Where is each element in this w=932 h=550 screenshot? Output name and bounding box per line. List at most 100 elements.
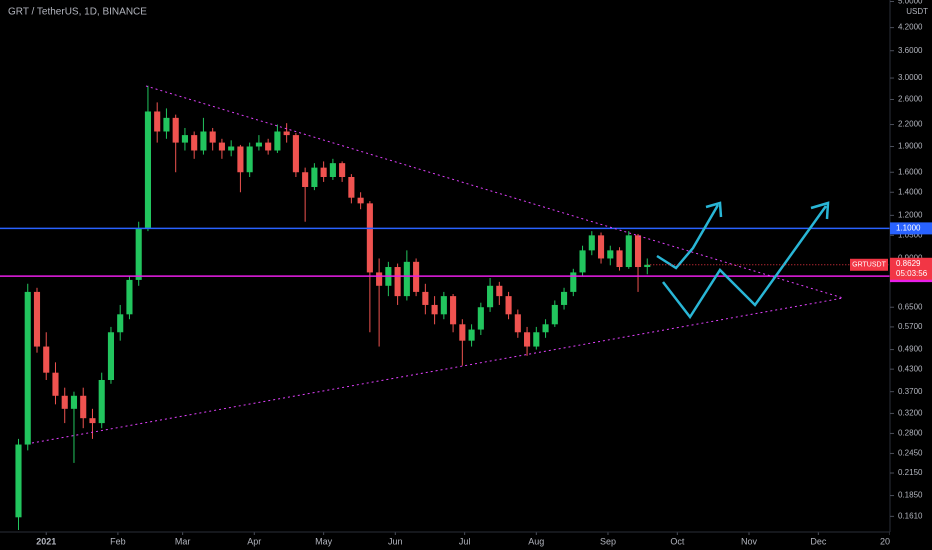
candle-body — [228, 146, 235, 151]
candle-body — [440, 296, 447, 315]
candle-body — [98, 379, 105, 424]
y-tick-label: 0.3200 — [898, 409, 923, 418]
x-tick-label: Oct — [670, 536, 685, 546]
y-tick-label: 0.3700 — [898, 387, 923, 396]
projection-arrow — [656, 204, 720, 270]
x-tick-label: Mar — [175, 536, 191, 546]
candle-body — [588, 235, 595, 251]
y-tick-label: 0.1850 — [898, 491, 923, 500]
y-tick-label: 3.6000 — [898, 46, 923, 55]
candle-body — [246, 146, 253, 173]
candle-body — [302, 172, 309, 187]
candle-body — [514, 314, 521, 333]
candle-body — [33, 291, 41, 347]
y-tick-label: 0.6500 — [898, 302, 923, 311]
y-tick-label: 1.9000 — [898, 142, 923, 151]
y-tick-label: 0.4300 — [898, 364, 923, 373]
candle-body — [597, 235, 605, 259]
y-tick-label: 0.2800 — [898, 429, 923, 438]
candle-body — [634, 235, 642, 268]
y-tick-label: 0.1610 — [898, 511, 923, 520]
y-tick-label: 1.4000 — [898, 187, 923, 196]
candle-body — [255, 142, 262, 147]
candle-body — [43, 346, 50, 373]
x-tick-label: Jun — [388, 536, 403, 546]
candle-body — [376, 272, 383, 286]
candle-body — [496, 285, 503, 297]
candle-body — [357, 197, 364, 204]
candle-body — [126, 279, 133, 315]
candle-body — [339, 163, 346, 178]
candle-body — [274, 131, 281, 151]
candle-body — [524, 332, 531, 347]
y-tick-label: 4.2000 — [898, 23, 923, 32]
candle-body — [329, 163, 336, 178]
projection-arrow — [662, 205, 828, 320]
candle-body — [542, 324, 549, 333]
x-tick-label: Nov — [741, 536, 758, 546]
y-axis: 5.0000 4.2000 3.6000 3.0000 2.6000 2.2000 1.90… — [890, 0, 923, 520]
candle-body — [579, 250, 586, 273]
candle-body — [616, 250, 623, 268]
y-tick-label: 0.4900 — [898, 345, 923, 354]
candle-body — [181, 135, 188, 143]
candle-body — [154, 111, 161, 132]
candle-body — [348, 177, 355, 198]
candle-body — [311, 167, 318, 187]
arrow-head — [705, 201, 723, 218]
x-tick-label: Aug — [528, 536, 544, 546]
candle-body — [218, 142, 225, 151]
candle-body — [200, 131, 207, 151]
x-tick-label: Feb — [110, 536, 126, 546]
candle-body — [15, 444, 22, 518]
candle-body — [459, 324, 466, 341]
candle-body — [431, 304, 438, 315]
x-tick-label: Sep — [600, 536, 616, 546]
candle-body — [477, 307, 484, 330]
candle-body — [570, 272, 577, 292]
candle-body — [135, 228, 142, 280]
symbol-tag-label: GRTUSDT — [852, 262, 886, 269]
x-tick-label: Dec — [810, 536, 827, 546]
level-tag — [890, 222, 932, 235]
x-tick-label: May — [315, 536, 333, 546]
candle-body — [644, 264, 651, 268]
candle-body — [24, 291, 31, 445]
candle-body — [209, 131, 216, 143]
price-tag-label: 0.8629 — [896, 259, 921, 268]
candle-body — [366, 203, 373, 273]
x-tick-label: Jul — [459, 536, 471, 546]
candle-body — [144, 111, 151, 229]
candle-body — [283, 131, 290, 136]
y-tick-label: 0.2150 — [898, 468, 923, 477]
candle-body — [107, 332, 115, 380]
candle-body — [237, 146, 244, 173]
level-tag-label: 1.1000 — [896, 224, 921, 233]
candle-body — [487, 285, 494, 308]
candle-body — [422, 291, 429, 305]
trend-line-upper — [145, 85, 844, 299]
y-tick-label: 0.5700 — [898, 322, 923, 331]
candle-body — [561, 291, 568, 305]
trend-line-lower — [31, 297, 844, 444]
candle-body — [117, 314, 124, 333]
candle-body — [403, 261, 410, 297]
candle-body — [70, 395, 78, 409]
candle-body — [394, 267, 401, 297]
y-tick-label: 1.2000 — [898, 210, 923, 219]
y-tick-label: 0.2450 — [898, 449, 923, 458]
arrow-head — [810, 201, 830, 220]
candle-body — [80, 395, 87, 419]
candle-body — [265, 142, 272, 151]
candle-body — [61, 395, 68, 409]
candle-body — [320, 167, 327, 178]
candle-body — [533, 332, 540, 347]
x-tick-label: Apr — [247, 536, 261, 546]
candle-body — [625, 235, 632, 268]
y-tick-label: 2.2000 — [898, 120, 923, 129]
candle-body — [52, 372, 59, 396]
y-tick-label: 3.0000 — [898, 73, 923, 82]
price-tag — [890, 257, 932, 280]
y-tick-label: 5.0000 — [898, 0, 923, 6]
